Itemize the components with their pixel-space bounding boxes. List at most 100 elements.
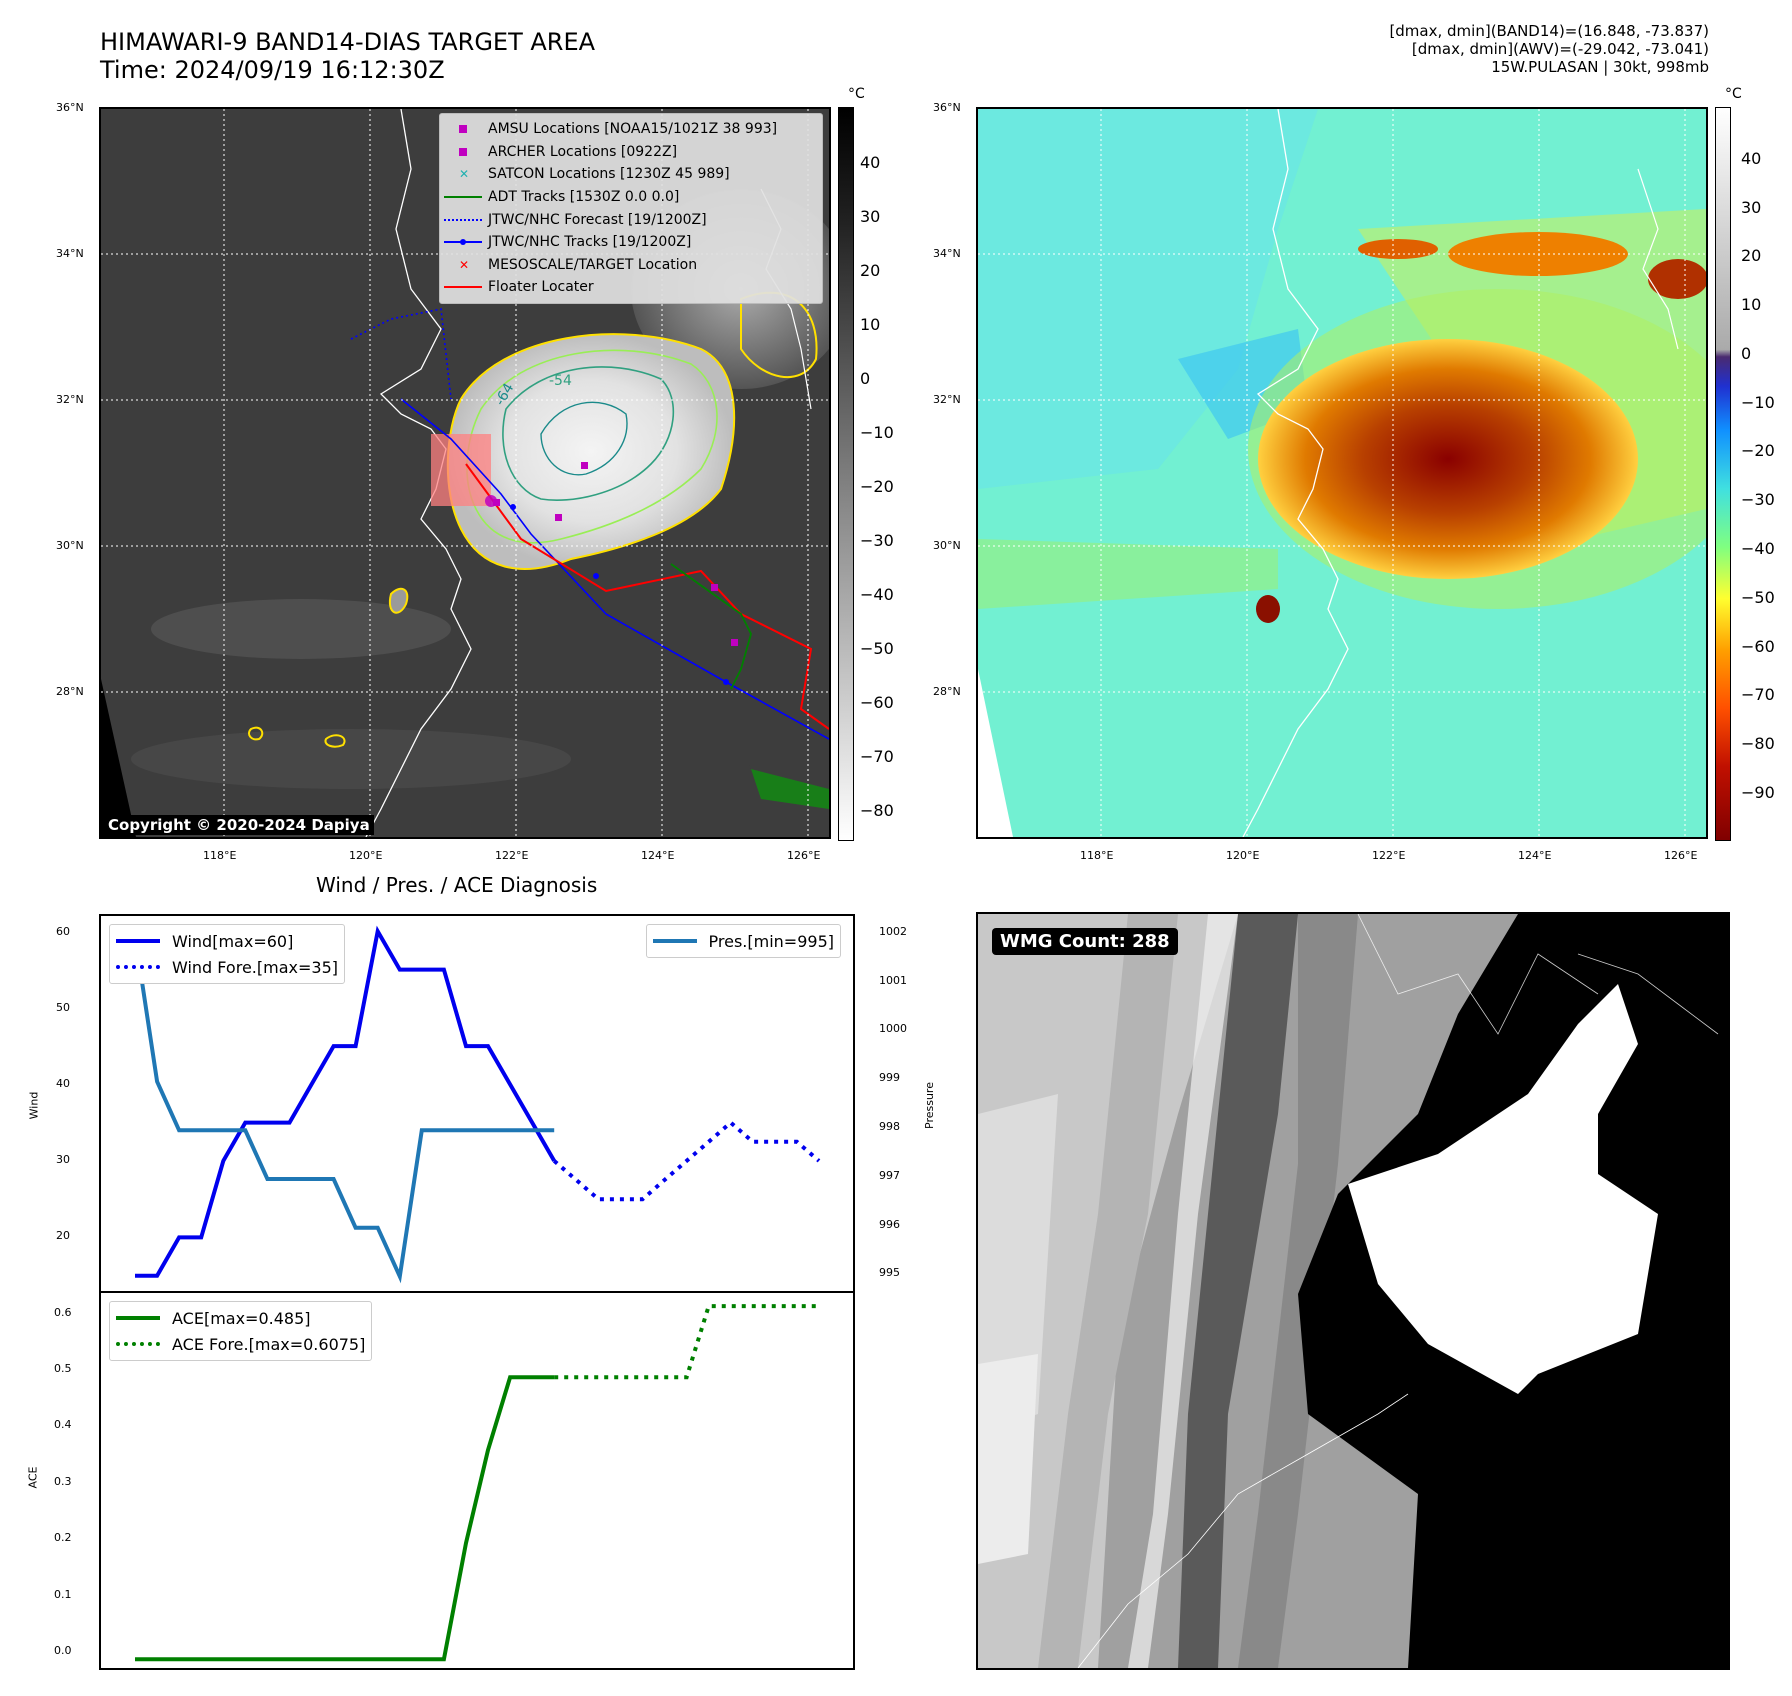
legend-item-adt: ADT Tracks [1530Z 0.0 0.0] xyxy=(440,186,822,209)
colorbar-tick: 10 xyxy=(1741,295,1762,314)
storm-info: [dmax, dmin](BAND14)=(16.848, -73.837) [d… xyxy=(1389,22,1709,76)
ir-colorbar xyxy=(838,107,854,841)
lon-label: 120°E xyxy=(1226,849,1260,862)
lat-label: 28°N xyxy=(933,685,961,698)
colorbar-tick: −20 xyxy=(1741,441,1775,460)
title-line-2: Time: 2024/09/19 16:12:30Z xyxy=(100,56,445,84)
legend-item-jtwc-forecast: JTWC/NHC Forecast [19/1200Z] xyxy=(440,208,822,231)
legend-item-satcon: ✕ SATCON Locations [1230Z 45 989] xyxy=(440,163,822,186)
lon-label: 124°E xyxy=(1518,849,1552,862)
line-marker-icon xyxy=(440,190,488,204)
copyright-label: Copyright © 2020-2024 Dapiya xyxy=(104,815,374,835)
wind-axis-label: Wind xyxy=(27,1091,41,1120)
legend-label: Floater Locater xyxy=(488,279,594,296)
colorbar-tick: −90 xyxy=(1741,783,1775,802)
pressure-legend: Pres.[min=995] xyxy=(645,924,841,958)
wind-legend: Wind[max=60] Wind Fore.[max=35] xyxy=(109,924,345,984)
ace-tick: 0.6 xyxy=(54,1306,72,1319)
legend-item-jtwc-tracks: JTWC/NHC Tracks [19/1200Z] xyxy=(440,231,822,254)
figure-title: HIMAWARI-9 BAND14-DIAS TARGET AREA Time: … xyxy=(100,28,595,84)
line-dot-icon xyxy=(440,235,488,249)
legend-item-wind: Wind[max=60] xyxy=(116,928,338,954)
lon-label: 126°E xyxy=(1664,849,1698,862)
ace-chart: ACE[max=0.485] ACE Fore.[max=0.6075] xyxy=(99,1291,855,1670)
lat-label: 32°N xyxy=(933,393,961,406)
legend-label: ADT Tracks [1530Z 0.0 0.0] xyxy=(488,189,680,206)
colorbar-tick: 30 xyxy=(860,207,881,226)
ace-tick: 0.3 xyxy=(54,1475,72,1488)
wind-pressure-chart: Wind[max=60] Wind Fore.[max=35] Pres.[mi… xyxy=(99,914,855,1293)
legend-label: Pres.[min=995] xyxy=(708,931,834,951)
wind-tick: 20 xyxy=(56,1229,70,1242)
solid-line-icon xyxy=(116,939,160,943)
lat-label: 34°N xyxy=(56,247,84,260)
lat-label: 34°N xyxy=(933,247,961,260)
lon-label: 120°E xyxy=(349,849,383,862)
awv-map-image xyxy=(978,109,1706,837)
legend-item-ace-forecast: ACE Fore.[max=0.6075] xyxy=(116,1331,365,1357)
wmg-image xyxy=(978,914,1728,1668)
x-marker-icon: ✕ xyxy=(458,257,470,272)
legend-label: Wind Fore.[max=35] xyxy=(172,957,338,977)
wind-tick: 50 xyxy=(56,1001,70,1014)
wind-pressure-plot xyxy=(133,925,821,1284)
colorbar-tick: 30 xyxy=(1741,198,1762,217)
legend-item-wind-forecast: Wind Fore.[max=35] xyxy=(116,954,338,980)
legend-item-pressure: Pres.[min=995] xyxy=(652,928,834,954)
series-line-wind-fore- xyxy=(552,1119,821,1202)
legend-item-floater: Floater Locater xyxy=(440,276,822,299)
ace-axis-label: ACE xyxy=(26,1466,40,1489)
colorbar-tick: −70 xyxy=(860,747,894,766)
info-line-3: 15W.PULASAN | 30kt, 998mb xyxy=(1491,58,1709,76)
wind-tick: 40 xyxy=(56,1077,70,1090)
square-marker-icon xyxy=(440,145,488,159)
colorbar-tick: −80 xyxy=(860,801,894,820)
colorbar-tick: −10 xyxy=(1741,393,1775,412)
wind-tick: 60 xyxy=(56,925,70,938)
colorbar-tick: −20 xyxy=(860,477,894,496)
pressure-tick: 1001 xyxy=(879,974,907,987)
colorbar-tick: −30 xyxy=(860,531,894,550)
legend-item-archer: ARCHER Locations [0922Z] xyxy=(440,141,822,164)
legend-label: SATCON Locations [1230Z 45 989] xyxy=(488,166,730,183)
lat-label: 36°N xyxy=(56,101,84,114)
legend-item-mesoscale: ✕ MESOSCALE/TARGET Location xyxy=(440,254,822,277)
series-line-pres- xyxy=(133,935,555,1284)
pressure-tick: 999 xyxy=(879,1071,900,1084)
colorbar-tick: −80 xyxy=(1741,734,1775,753)
awv-colorbar-unit: °C xyxy=(1725,86,1742,102)
lon-label: 118°E xyxy=(203,849,237,862)
x-marker-icon: ✕ xyxy=(458,167,470,182)
pressure-tick: 998 xyxy=(879,1120,900,1133)
legend-item-ace: ACE[max=0.485] xyxy=(116,1305,365,1331)
dotted-line-icon xyxy=(440,213,488,227)
diagnosis-title: Wind / Pres. / ACE Diagnosis xyxy=(316,873,598,897)
lat-label: 30°N xyxy=(933,539,961,552)
colorbar-tick: −50 xyxy=(1741,588,1775,607)
legend-label: ACE Fore.[max=0.6075] xyxy=(172,1334,366,1354)
series-line-ace-fore- xyxy=(554,1304,819,1380)
lon-label: 122°E xyxy=(1372,849,1406,862)
pressure-tick: 995 xyxy=(879,1266,900,1279)
ace-legend: ACE[max=0.485] ACE Fore.[max=0.6075] xyxy=(109,1301,373,1361)
ir-colorbar-unit: °C xyxy=(848,86,865,102)
colorbar-tick: −50 xyxy=(860,639,894,658)
solid-line-icon xyxy=(652,939,697,943)
title-line-1: HIMAWARI-9 BAND14-DIAS TARGET AREA xyxy=(100,28,596,56)
colorbar-tick: −60 xyxy=(860,693,894,712)
lat-label: 28°N xyxy=(56,685,84,698)
ace-tick: 0.5 xyxy=(54,1362,72,1375)
lon-label: 118°E xyxy=(1080,849,1114,862)
square-marker-icon xyxy=(440,122,488,136)
legend-label: Wind[max=60] xyxy=(172,931,294,951)
colorbar-tick: 10 xyxy=(860,315,881,334)
legend-item-amsu: AMSU Locations [NOAA15/1021Z 38 993] xyxy=(440,118,822,141)
wmg-panel: WMG Count: 288 xyxy=(976,912,1730,1670)
colorbar-tick: −60 xyxy=(1741,637,1775,656)
ace-plot xyxy=(135,1304,819,1662)
legend-label: AMSU Locations [NOAA15/1021Z 38 993] xyxy=(488,121,778,138)
legend-label: ARCHER Locations [0922Z] xyxy=(488,143,678,160)
colorbar-tick: −70 xyxy=(1741,685,1775,704)
colorbar-tick: 0 xyxy=(860,369,871,388)
colorbar-tick: 0 xyxy=(1741,344,1752,363)
